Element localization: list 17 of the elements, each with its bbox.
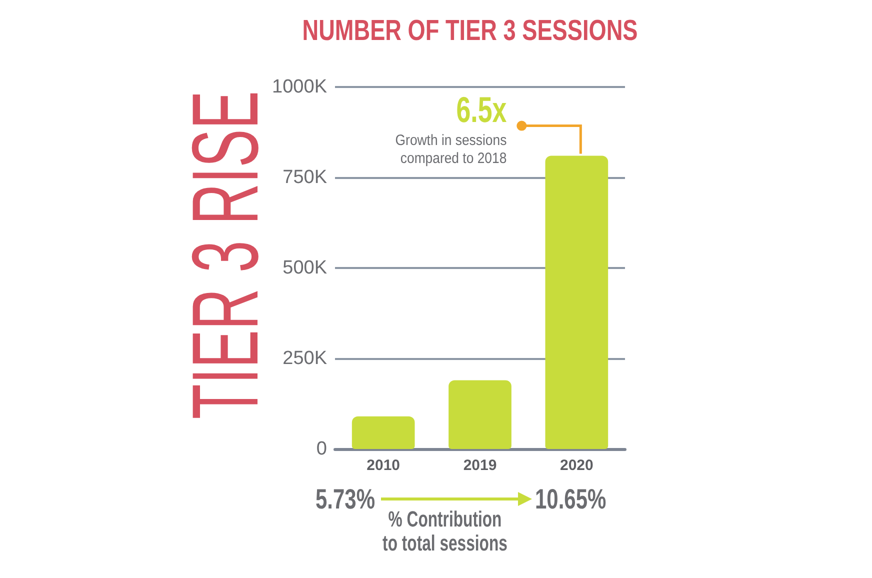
y-tick-label: 1000K <box>272 76 328 98</box>
annotation: 6.5x <box>456 90 508 130</box>
x-tick-label: 2010 <box>366 457 400 474</box>
x-tick-label: 2020 <box>560 457 594 474</box>
chart-subtitle: NUMBER OF TIER 3 SESSIONS <box>302 13 638 47</box>
y-tick-label: 500K <box>282 258 328 278</box>
bar <box>352 416 415 449</box>
text: 5.73% <box>315 484 375 516</box>
text: 10.65% <box>535 484 606 516</box>
text: % Contribution to total sessions <box>382 508 508 556</box>
y-tick-label: 0 <box>316 438 327 460</box>
x-tick-label: 2019 <box>463 457 497 474</box>
annotation: Growth in sessions compared to 2018 <box>395 131 507 166</box>
bar <box>545 156 608 449</box>
bar <box>448 380 512 449</box>
y-tick-label: 750K <box>282 167 328 188</box>
y-tick-label: 250K <box>282 348 328 369</box>
